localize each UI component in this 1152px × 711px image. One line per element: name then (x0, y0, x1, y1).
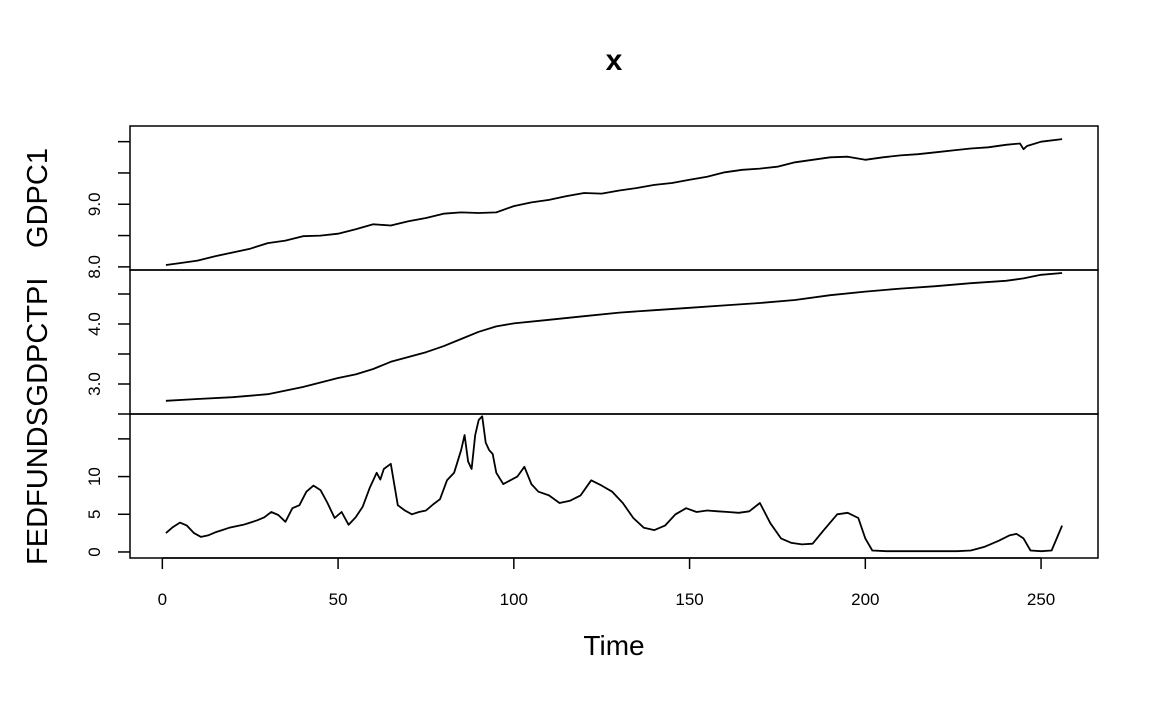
chart-title: x (606, 44, 623, 77)
x-tick-label: 200 (851, 590, 879, 609)
y-tick-label: 5 (85, 510, 104, 519)
y-tick-label: 0 (85, 547, 104, 556)
y-tick-label: 8.0 (85, 255, 104, 279)
x-tick-label: 150 (675, 590, 703, 609)
x-axis-label: Time (583, 630, 644, 661)
y-tick-label: 10 (85, 467, 104, 486)
x-axis: 0 50 100 150 200 250 (158, 557, 1055, 609)
panel-fedfunds: FEDFUNDS 0 5 10 (22, 407, 1099, 565)
series-line-fedfunds (165, 415, 1063, 553)
x-tick-label: 0 (158, 590, 167, 609)
y-axis-label: GDPC1 (22, 148, 54, 248)
series-line-gdpctpi (165, 272, 1063, 402)
chart-panels: GDPC1 8.0 9.0 GDPCTPI 3.0 4.0 FEDFUNDS 0 5 10 (22, 125, 1099, 565)
y-tick-label: 9.0 (85, 192, 104, 216)
y-tick-label: 3.0 (85, 372, 104, 396)
panel-gdpc1: GDPC1 8.0 9.0 (22, 125, 1099, 279)
panel-frame (129, 125, 1099, 271)
panel-gdpctpi: GDPCTPI 3.0 4.0 (22, 269, 1099, 415)
x-tick-label: 50 (329, 590, 348, 609)
y-axis-label: GDPCTPI (22, 278, 54, 407)
x-tick-label: 250 (1027, 590, 1055, 609)
y-tick-label: 4.0 (85, 312, 104, 336)
x-tick-label: 100 (500, 590, 528, 609)
y-axis-label: FEDFUNDS (22, 407, 54, 565)
series-line-gdpc1 (165, 138, 1063, 266)
panel-frame (129, 413, 1099, 559)
